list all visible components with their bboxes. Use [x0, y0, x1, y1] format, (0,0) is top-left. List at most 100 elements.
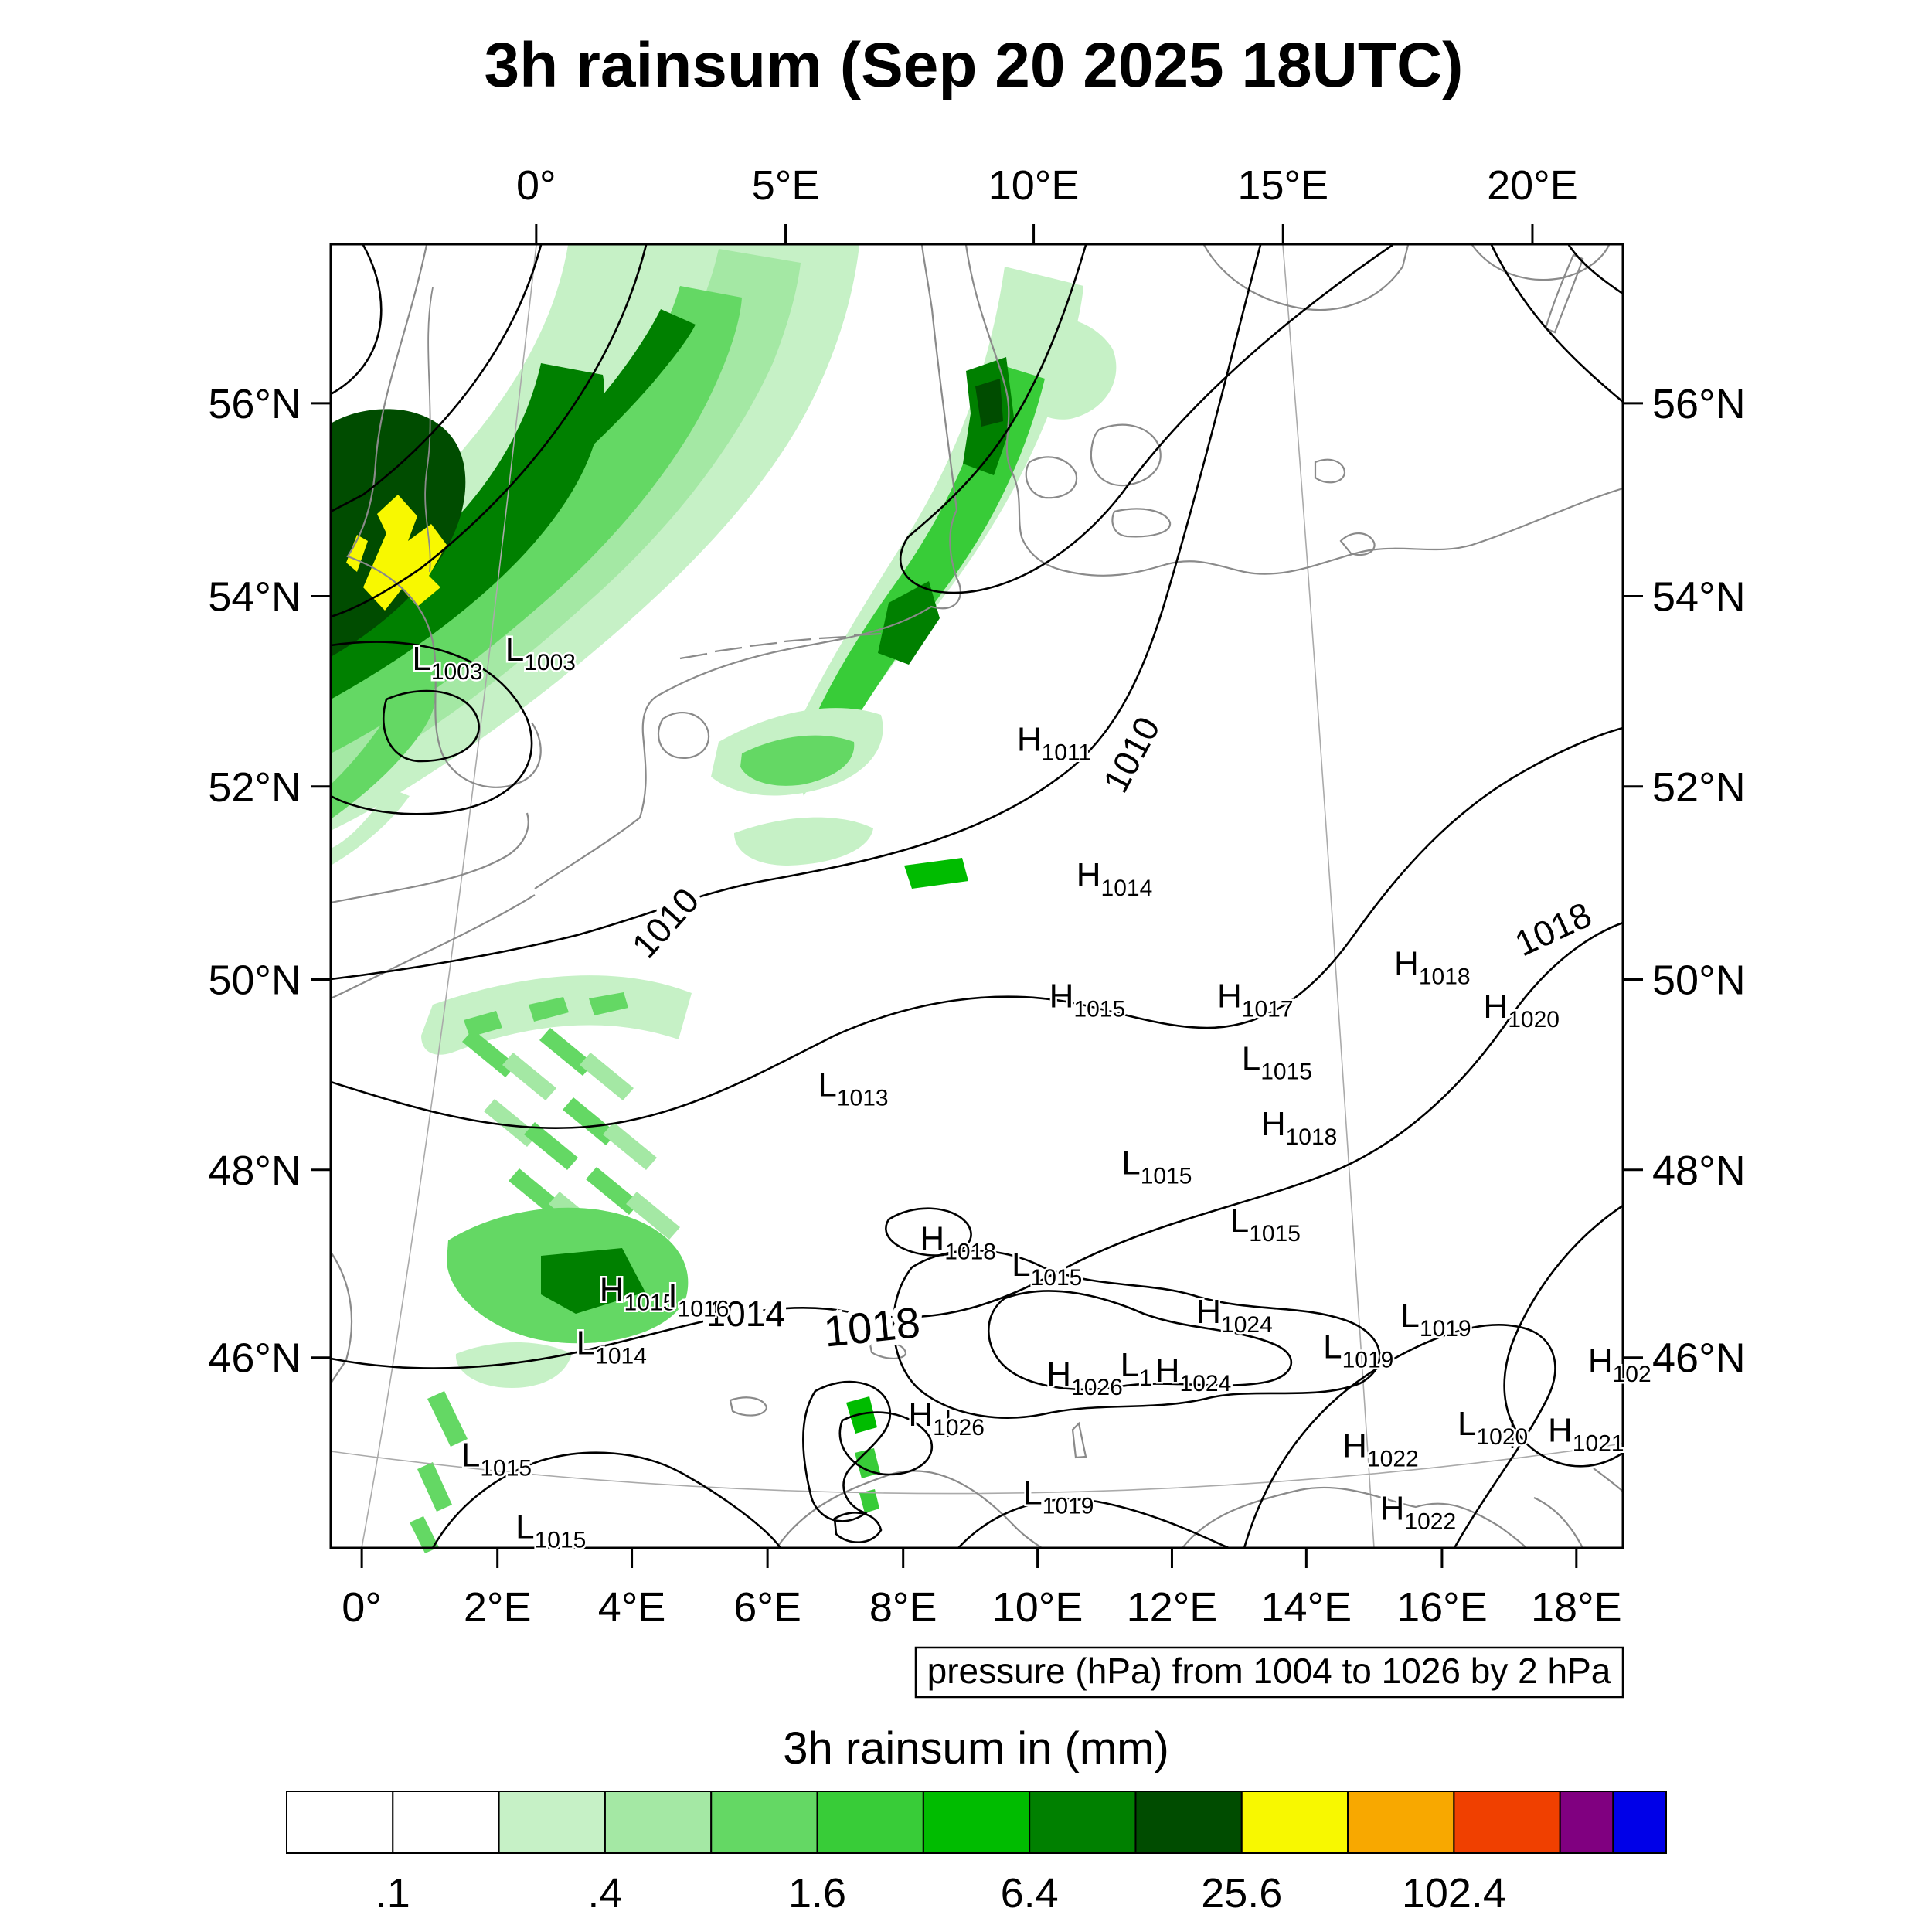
coastline: [330, 894, 536, 999]
pressure-label-l1015: L1015: [1121, 1145, 1192, 1189]
chart-title: 3h rainsum (Sep 20 2025 18UTC): [485, 30, 1464, 100]
axis-label: 46°N: [208, 1335, 301, 1382]
colorbar-cell: [1453, 1791, 1561, 1854]
pressure-contour: [330, 244, 543, 513]
rain-area: [455, 1342, 572, 1388]
coastline: [1071, 1421, 1087, 1459]
rain-area: [563, 1097, 617, 1145]
rain-area: [346, 535, 368, 572]
coastline: [776, 1470, 1043, 1549]
contour-inline-label: 1010: [624, 880, 706, 966]
colorbar-cell: [1240, 1791, 1349, 1854]
colorbar-tick-label: 1.6: [788, 1870, 846, 1917]
coastline: [657, 712, 710, 759]
rain-area: [509, 1168, 563, 1216]
rain-area: [410, 1516, 439, 1553]
axis-label: 50°N: [1652, 957, 1746, 1003]
pressure-label-h1014: H1014: [1077, 856, 1153, 901]
coastline: [1339, 532, 1376, 556]
axis-label: 14°E: [1261, 1584, 1352, 1631]
axis-label: 15°E: [1237, 162, 1328, 209]
pressure-label-h1021: H1021: [1548, 1411, 1624, 1456]
coastline: [818, 635, 847, 640]
coastline: [330, 1251, 353, 1384]
axis-label: 56°N: [208, 381, 301, 427]
rain-area: [586, 1167, 640, 1215]
coastline: [1314, 458, 1346, 484]
rain-area: [529, 997, 569, 1022]
pressure-contour: [1243, 1324, 1556, 1549]
pressure-label-h1018: H1018: [1394, 945, 1471, 990]
coastline: [1544, 253, 1584, 334]
coastline: [1090, 423, 1162, 487]
coastline: [1111, 508, 1172, 538]
coastline: [330, 812, 529, 904]
map-frame: [329, 243, 1624, 1549]
rain-area: [626, 1192, 680, 1240]
rain-area: [878, 581, 940, 665]
rain-area: [539, 1028, 594, 1076]
pressure-label-h1026: H1026: [1046, 1355, 1123, 1400]
colorbar-cell: [816, 1791, 924, 1854]
rain-shading-layer: [331, 245, 1117, 1553]
axis-label: 12°E: [1127, 1584, 1218, 1631]
axis-label: 54°N: [208, 573, 301, 620]
meridian-0: [361, 244, 537, 1549]
pressure-label-h1022: H1022: [1342, 1427, 1419, 1472]
coastline: [853, 632, 882, 637]
colorbar-tick-label: .1: [376, 1870, 410, 1917]
pressure-label-h102: H102: [1588, 1342, 1651, 1387]
axis-label: 48°N: [1652, 1148, 1746, 1194]
pressure-label-h1018: H1018: [1261, 1105, 1338, 1150]
axis-label: 10°E: [992, 1584, 1083, 1631]
colorbar-tick-labels: .1 .4 1.6 6.4 25.6 102.4: [376, 1870, 1506, 1917]
rain-area: [975, 379, 1003, 427]
rain-area: [502, 1053, 556, 1100]
colorbar-cell: [1347, 1791, 1455, 1854]
pressure-center-labels: L1003 L1003 H1011 H1014 H1018 H1020 H1015 H1017…: [410, 628, 1653, 1554]
coastlines-layer: [330, 244, 1624, 1549]
colorbar-cell: [922, 1791, 1031, 1854]
colorbar-tick-label: 25.6: [1201, 1870, 1282, 1917]
pressure-contour: [383, 689, 480, 763]
rain-area: [331, 688, 436, 819]
colorbar-cell: [498, 1791, 606, 1854]
bottom-axis: 0° 2°E 4°E 6°E 8°E 10°E 12°E 14°E 16°E 18°E: [342, 1548, 1622, 1631]
pressure-contour: [892, 1249, 1381, 1419]
pressure-label-l1015: L1015: [515, 1508, 586, 1553]
pressure-label-l1015: L1015: [1012, 1246, 1082, 1291]
pressure-contour: [957, 1498, 1230, 1549]
pressure-label-h1026: H1026: [908, 1396, 985, 1440]
isobar-1018: [330, 921, 1624, 1369]
rain-area: [427, 1391, 468, 1447]
rain-area: [580, 1053, 634, 1100]
isobar-1010: [330, 244, 1262, 981]
axis-label: 20°E: [1487, 162, 1578, 209]
rain-area: [331, 788, 410, 866]
rain-area: [859, 1489, 879, 1513]
rain-area: [603, 1122, 657, 1170]
rain-area: [541, 1248, 645, 1314]
pressure-label-l1020: L1020: [1458, 1405, 1528, 1450]
pressure-label-l1019: L1019: [1400, 1297, 1471, 1342]
pressure-label-l1003: L1003: [505, 631, 576, 675]
pressure-contour: [1503, 1204, 1624, 1468]
coastline: [729, 1396, 768, 1417]
right-axis: 56°N 54°N 52°N 50°N 48°N 46°N: [1623, 381, 1746, 1382]
colorbar-cell: [710, 1791, 818, 1854]
pressure-contour: [833, 1512, 883, 1543]
axis-label: 54°N: [1652, 573, 1746, 620]
colorbar-cell: [1029, 1791, 1137, 1854]
colorbar-cell: [1612, 1791, 1668, 1854]
pressure-label-h1024: H1024: [1196, 1293, 1273, 1338]
colorbar-tick-label: 102.4: [1402, 1870, 1506, 1917]
contour-inline-label: 1014: [706, 1294, 785, 1334]
pressure-contour: [330, 244, 648, 618]
caption-border: [914, 1646, 1624, 1699]
colorbar-cell: [286, 1791, 394, 1854]
left-axis: 56°N 54°N 52°N 50°N 48°N 46°N: [208, 381, 331, 1382]
coastline: [749, 641, 777, 648]
pressure-contour: [1567, 244, 1624, 295]
isobar-layer: [330, 243, 1624, 1549]
pressure-label-l1015: L1015: [1230, 1202, 1301, 1247]
